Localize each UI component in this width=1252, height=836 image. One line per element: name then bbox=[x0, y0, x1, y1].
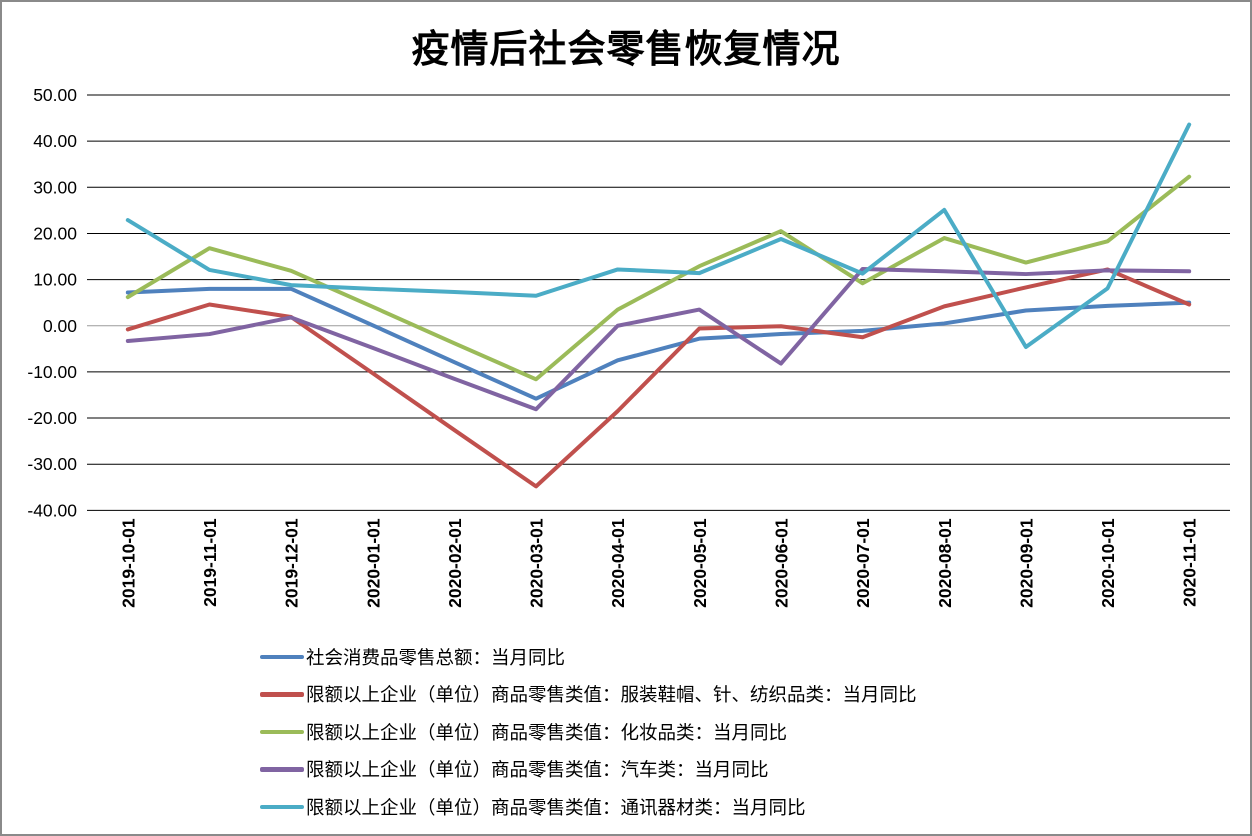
chart-title: 疫情后社会零售恢复情况 bbox=[411, 29, 841, 71]
x-axis-tick-label: 2020-07-01 bbox=[853, 518, 873, 608]
series-line-4 bbox=[125, 122, 1192, 349]
legend-item-4: 限额以上企业（单位）商品零售类值：通讯器材类：当月同比 bbox=[260, 788, 917, 826]
legend-item-0: 社会消费品零售总额：当月同比 bbox=[260, 638, 917, 676]
legend-item-2: 限额以上企业（单位）商品零售类值：化妆品类：当月同比 bbox=[260, 713, 917, 751]
y-axis-tick-label: 10.00 bbox=[33, 270, 77, 290]
legend-label-3: 限额以上企业（单位）商品零售类值：汽车类：当月同比 bbox=[306, 761, 769, 782]
y-axis-tick-label: -30.00 bbox=[27, 454, 77, 474]
legend-label-2: 限额以上企业（单位）商品零售类值：化妆品类：当月同比 bbox=[306, 723, 788, 744]
series-line-0 bbox=[125, 286, 1192, 401]
x-axis-tick-label: 2020-11-01 bbox=[1180, 518, 1200, 607]
legend-swatch-4 bbox=[260, 804, 304, 809]
x-axis-tick-label: 2020-10-01 bbox=[1098, 518, 1118, 608]
series-line-3 bbox=[125, 266, 1192, 412]
legend-label-0: 社会消费品零售总额：当月同比 bbox=[306, 648, 566, 669]
x-axis-tick-label: 2019-12-01 bbox=[282, 518, 302, 608]
x-axis-tick-label: 2019-11-01 bbox=[200, 518, 220, 607]
series-line-1 bbox=[125, 267, 1192, 489]
x-axis-tick-label: 2020-04-01 bbox=[608, 518, 628, 608]
x-axis-tick-label: 2020-02-01 bbox=[445, 518, 465, 608]
chart-legend: 社会消费品零售总额：当月同比限额以上企业（单位）商品零售类值：服装鞋帽、针、纺织… bbox=[260, 638, 917, 826]
y-axis-tick-label: -20.00 bbox=[27, 408, 77, 428]
legend-swatch-2 bbox=[260, 729, 304, 734]
y-axis-tick-label: -10.00 bbox=[27, 362, 77, 382]
legend-swatch-0 bbox=[260, 654, 304, 659]
legend-label-4: 限额以上企业（单位）商品零售类值：通讯器材类：当月同比 bbox=[306, 798, 806, 819]
x-axis-tick-label: 2019-10-01 bbox=[118, 518, 138, 608]
y-axis-tick-label: 20.00 bbox=[33, 223, 77, 243]
x-axis-tick-label: 2020-06-01 bbox=[771, 518, 791, 608]
y-axis-tick-label: -40.00 bbox=[27, 500, 77, 520]
legend-item-3: 限额以上企业（单位）商品零售类值：汽车类：当月同比 bbox=[260, 751, 917, 789]
legend-item-1: 限额以上企业（单位）商品零售类值：服装鞋帽、针、纺织品类：当月同比 bbox=[260, 676, 917, 714]
x-axis-tick-label: 2020-08-01 bbox=[935, 518, 955, 608]
x-axis-tick-label: 2020-03-01 bbox=[527, 518, 547, 608]
series-line-2 bbox=[125, 174, 1192, 382]
legend-swatch-1 bbox=[260, 692, 304, 697]
y-axis-tick-label: 30.00 bbox=[33, 177, 77, 197]
legend-label-1: 限额以上企业（单位）商品零售类值：服装鞋帽、针、纺织品类：当月同比 bbox=[306, 686, 917, 707]
x-axis-tick-label: 2020-09-01 bbox=[1016, 518, 1036, 608]
y-axis-tick-label: 40.00 bbox=[33, 131, 77, 151]
y-axis-tick-label: 0.00 bbox=[43, 316, 77, 336]
y-axis-tick-label: 50.00 bbox=[33, 85, 77, 105]
x-axis-tick-label: 2020-05-01 bbox=[690, 518, 710, 608]
x-axis-tick-label: 2020-01-01 bbox=[363, 518, 383, 608]
legend-swatch-3 bbox=[260, 767, 304, 772]
